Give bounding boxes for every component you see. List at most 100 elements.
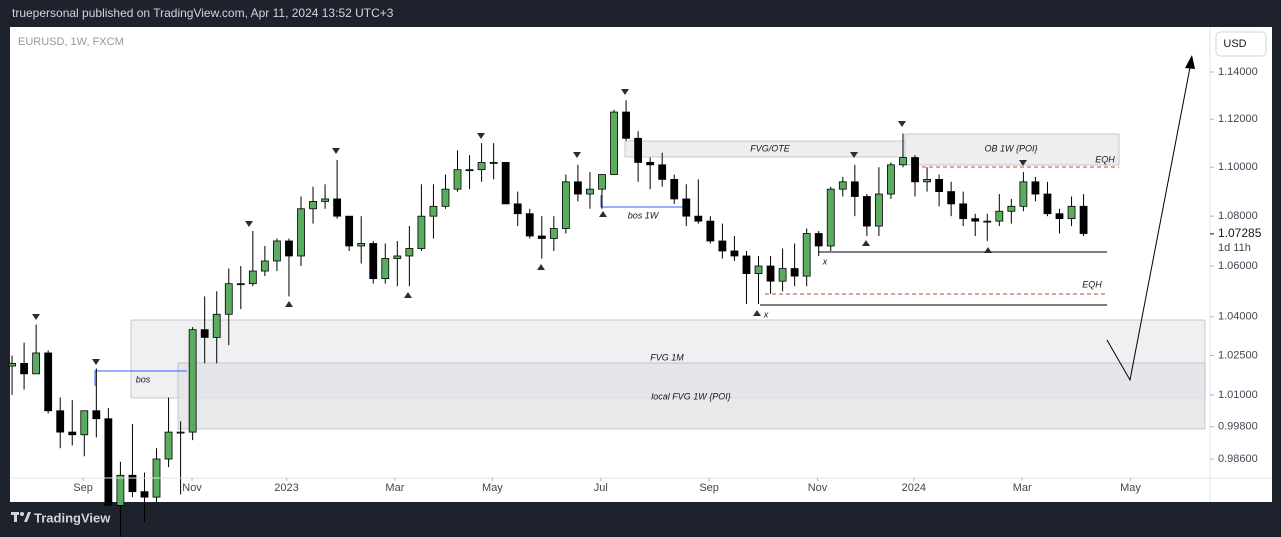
candle-body <box>537 235 546 239</box>
candle-body <box>670 178 679 200</box>
x-tick-label: Nov <box>182 482 202 494</box>
annotation: OB 1W {POI} <box>984 143 1037 153</box>
x-tick-label: 2023 <box>274 482 298 494</box>
candle-body <box>429 205 438 217</box>
logo <box>11 512 31 522</box>
candle-body <box>875 193 883 227</box>
candle-body <box>730 250 739 257</box>
candle-body <box>128 474 137 493</box>
candle-body <box>911 157 919 183</box>
candle-body <box>983 220 992 223</box>
candle-body <box>501 162 510 205</box>
candle-body <box>995 210 1004 222</box>
candle-body <box>92 410 101 420</box>
candle-body <box>959 203 968 220</box>
annotation: local FVG 1W {POI} <box>651 391 731 401</box>
y-tick-label: 1.14000 <box>1218 66 1258 78</box>
candle-body <box>862 196 871 227</box>
candle-body <box>164 431 173 460</box>
currency-button[interactable] <box>1215 31 1267 57</box>
candle-body <box>393 255 402 259</box>
x-tick-label: Nov <box>808 482 828 494</box>
annotation: FVG/OTE <box>750 143 790 153</box>
candle-body <box>8 362 16 367</box>
candle-body <box>682 198 691 217</box>
y-tick-label: 1.01000 <box>1218 389 1258 401</box>
candle-body <box>297 208 305 257</box>
candle-body <box>345 215 354 247</box>
candle-body <box>56 410 65 433</box>
candle-body <box>706 220 715 242</box>
x-tick-label: Sep <box>73 482 93 494</box>
candle-body <box>790 268 799 277</box>
x-tick-label: 2024 <box>902 482 926 494</box>
annotation: bos 1W <box>628 210 660 220</box>
y-tick-label: 1.06000 <box>1218 260 1258 272</box>
bos-line <box>94 370 187 386</box>
candle-body <box>622 111 630 139</box>
x-tick-label: May <box>482 482 503 494</box>
candle-body <box>477 162 486 171</box>
candle-body <box>140 491 149 498</box>
candle-body <box>766 265 775 282</box>
candle-body <box>248 270 257 285</box>
candle-body <box>405 248 414 257</box>
candle-body <box>694 215 703 222</box>
currency: USD <box>1223 38 1246 50</box>
candle-body <box>802 233 811 277</box>
candle-body <box>754 265 763 274</box>
candle-body <box>309 201 317 210</box>
candle-body <box>333 198 342 217</box>
candle-body <box>742 255 751 274</box>
bos-line <box>600 195 685 208</box>
y-tick-label: 1.02500 <box>1218 349 1258 361</box>
y-tick-label: 1.08000 <box>1218 210 1258 222</box>
candle-body <box>525 213 534 237</box>
candle-body <box>561 181 570 229</box>
local-fvg-zone <box>177 362 1206 430</box>
candle-body <box>176 431 185 434</box>
projection-arrow <box>1106 56 1193 382</box>
candle-body <box>610 111 618 175</box>
candle-body <box>273 240 281 262</box>
candle-body <box>20 362 28 375</box>
footer: TradingView <box>34 510 111 525</box>
candle-body <box>32 352 41 375</box>
annotation: FVG 1M <box>650 352 684 362</box>
candle-body <box>947 191 956 205</box>
candle-body <box>1079 205 1088 234</box>
fractal-markers <box>32 89 1027 365</box>
candle-body <box>188 329 197 433</box>
candle-body <box>1019 181 1028 207</box>
candle-body <box>899 157 907 166</box>
x-tick-label: Mar <box>1013 482 1032 494</box>
candle-body <box>465 169 474 172</box>
candle-body <box>236 283 245 286</box>
candle-body <box>718 240 727 252</box>
candle-body <box>260 260 269 272</box>
candle-body <box>971 218 980 222</box>
candle-body <box>646 162 655 166</box>
candle-body <box>598 174 606 190</box>
last-price: 1.07285 <box>1218 226 1262 240</box>
candle-body <box>838 181 847 190</box>
candle-body <box>80 410 89 436</box>
x-tick-label: May <box>1120 482 1141 494</box>
candle-body <box>369 243 378 280</box>
y-tick-label: 1.04000 <box>1218 311 1258 323</box>
candle-body <box>814 233 823 247</box>
candle-body <box>658 164 667 180</box>
candle-body <box>1055 213 1064 220</box>
annotation: x <box>763 309 769 319</box>
y-tick-label: 1.12000 <box>1218 113 1258 125</box>
candle-body <box>513 203 522 215</box>
candle-body <box>887 164 895 195</box>
header: truepersonal published on TradingView.co… <box>12 6 394 20</box>
candle-body <box>923 178 931 183</box>
candle-body <box>212 313 221 338</box>
candle-body <box>381 258 390 280</box>
countdown: 1d 11h <box>1218 242 1251 254</box>
candle-body <box>778 268 787 282</box>
candle-body <box>826 188 835 247</box>
